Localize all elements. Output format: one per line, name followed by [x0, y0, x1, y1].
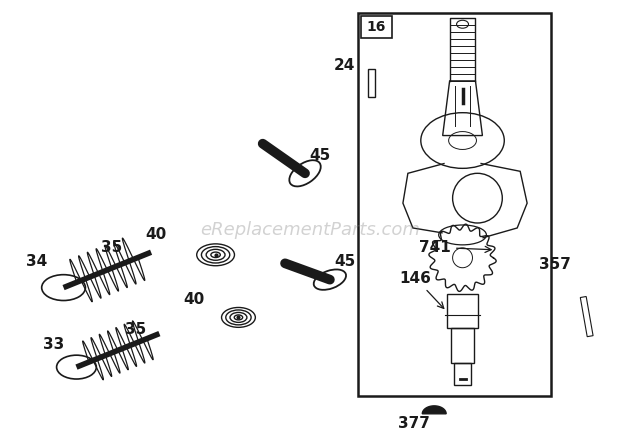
Text: 40: 40	[183, 292, 205, 307]
Text: 357: 357	[539, 257, 570, 272]
Bar	[368, 69, 375, 97]
Bar	[454, 363, 471, 385]
Text: 40: 40	[145, 227, 167, 243]
Text: 146: 146	[399, 271, 444, 308]
Bar	[451, 328, 474, 363]
Text: 377: 377	[399, 416, 430, 431]
Text: 16: 16	[367, 20, 386, 34]
Text: 35: 35	[125, 322, 147, 337]
Text: 45: 45	[334, 254, 355, 269]
Text: 24: 24	[334, 58, 355, 74]
Bar	[358, 13, 551, 396]
Bar	[580, 297, 593, 337]
Text: 45: 45	[309, 148, 330, 163]
Bar	[446, 293, 479, 328]
Text: 33: 33	[43, 337, 64, 352]
Polygon shape	[422, 406, 446, 414]
Text: 741: 741	[419, 240, 491, 255]
Text: 35: 35	[100, 240, 122, 256]
Bar	[361, 17, 392, 38]
Text: 34: 34	[26, 254, 47, 269]
Text: eReplacementParts.com: eReplacementParts.com	[200, 221, 420, 239]
